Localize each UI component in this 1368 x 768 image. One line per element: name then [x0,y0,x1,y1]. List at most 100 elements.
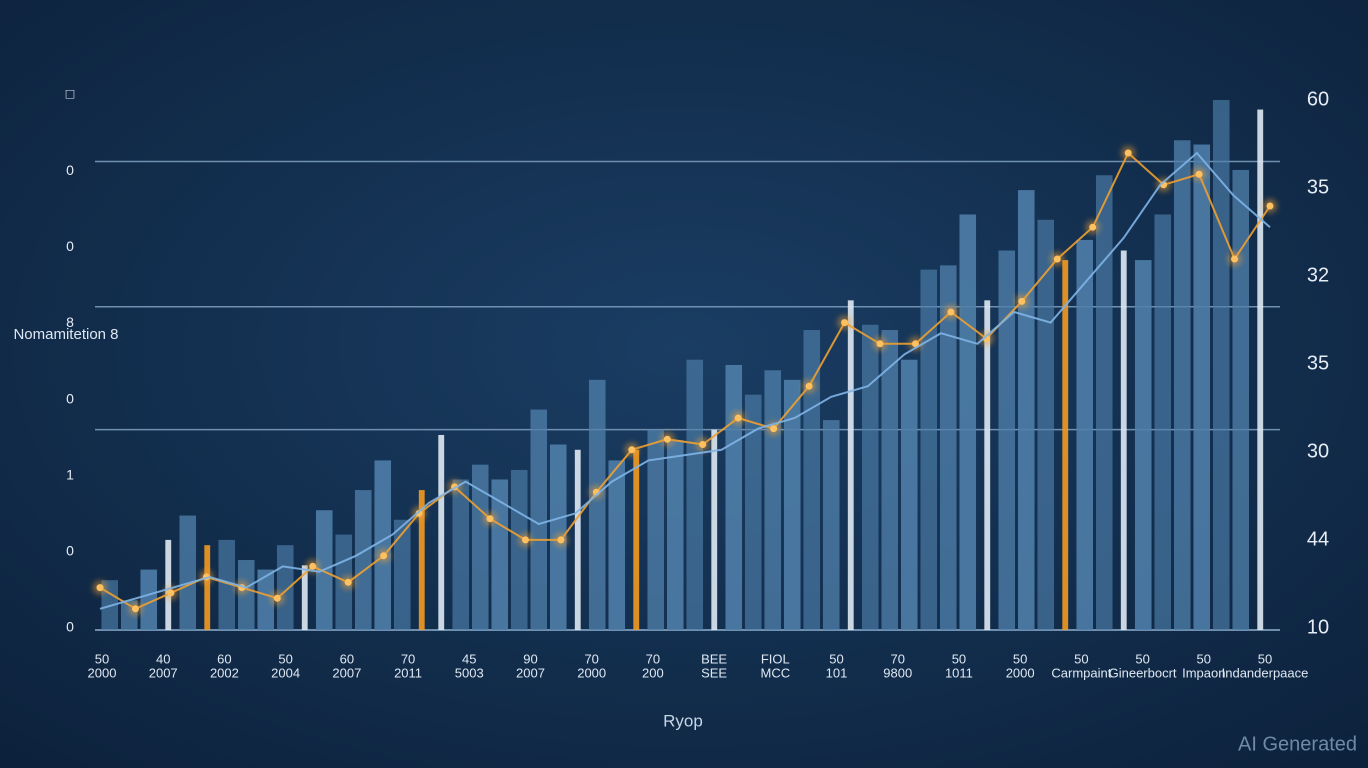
point [1018,297,1026,305]
x-tick-label: 2007 [516,665,545,680]
bar [881,330,899,630]
x-tick-label: 2002 [210,665,239,680]
point [1053,255,1061,263]
point [734,414,742,422]
point [663,435,671,443]
point [770,425,778,433]
point [628,446,636,454]
left-axis-label: 0 [66,162,74,178]
bar [1120,250,1127,630]
y-axis-title: Nomamitetion 8 [13,326,118,343]
x-tick-label: 60 [340,651,354,666]
x-tick-label: 50 [278,651,292,666]
right-axis-label: 10 [1307,616,1329,638]
bar [647,429,665,630]
x-tick-label: 50 [1074,651,1088,666]
bar [1193,144,1211,630]
bar [686,359,704,630]
bar [959,214,977,631]
point [805,382,813,390]
point [380,552,388,560]
point [947,308,955,316]
point [1124,149,1132,157]
bar [374,460,392,630]
line [99,151,1271,610]
x-tick-label: 5003 [455,665,484,680]
x-tick-label: Impaon [1182,665,1225,680]
bar [218,539,236,630]
bar [939,265,957,630]
x-tick-label: 2007 [332,665,361,680]
x-tick-label: 9800 [883,665,912,680]
x-tick-label: 101 [826,665,848,680]
point [1089,223,1097,231]
bar [822,420,840,630]
x-tick-label: SEE [701,665,727,680]
point [557,536,565,544]
x-tick-label: Carmpaint [1051,665,1111,680]
x-tick-label: 2000 [88,665,117,680]
bar [764,370,782,630]
point [309,562,317,570]
bar [276,545,294,630]
bar [783,379,801,630]
x-tick-label: 1011 [945,665,973,680]
bar [803,330,821,630]
bar [920,269,938,630]
point [876,340,884,348]
bar [530,409,548,630]
left-axis-label: 0 [66,390,74,406]
bar [301,565,308,630]
point [486,515,494,523]
line [99,151,1271,610]
bar [257,569,275,630]
bar [393,519,411,630]
point [521,536,529,544]
x-tick-label: 50 [1135,651,1149,666]
bar [711,429,718,630]
point [841,319,849,327]
x-tick-label: 2004 [271,665,300,680]
x-tick-label: 50 [952,651,966,666]
x-tick-label: 50 [829,651,843,666]
left-axis-label: 8 [66,314,74,330]
bar [438,434,445,630]
point [273,594,281,602]
point [415,509,423,517]
left-axis-label: 0 [66,543,74,559]
point [699,441,707,448]
left-axis-label: 0 [66,238,74,254]
bar [237,560,255,630]
bar [608,460,626,630]
left-axis-label: 1 [66,466,74,482]
x-tick-label: FIOL [761,651,790,666]
left-axis-label: □ [66,86,75,102]
bar [1257,109,1264,631]
bar [998,250,1016,630]
x-axis-title: Ryop [663,711,703,730]
bar [1062,260,1069,630]
point [1266,202,1274,210]
bar [1154,214,1172,631]
x-tick-label: 2000 [1006,665,1035,680]
bar [847,300,854,630]
bar [666,440,684,630]
bar [165,539,172,630]
bar [574,449,581,630]
x-tick-label: Indanderpaace [1222,665,1309,680]
right-axis-label: 35 [1307,352,1329,374]
x-tick-label: MCC [761,665,791,680]
watermark: AI Generated [1238,733,1357,755]
bar [452,479,470,630]
bar [588,379,606,630]
bar [1076,239,1094,631]
bar [900,359,918,630]
bar [1134,260,1152,630]
x-tick-label: 40 [156,651,170,666]
bar [1095,175,1113,630]
x-tick-label: 2000 [577,665,606,680]
bar [1173,140,1191,630]
bar [861,324,879,630]
